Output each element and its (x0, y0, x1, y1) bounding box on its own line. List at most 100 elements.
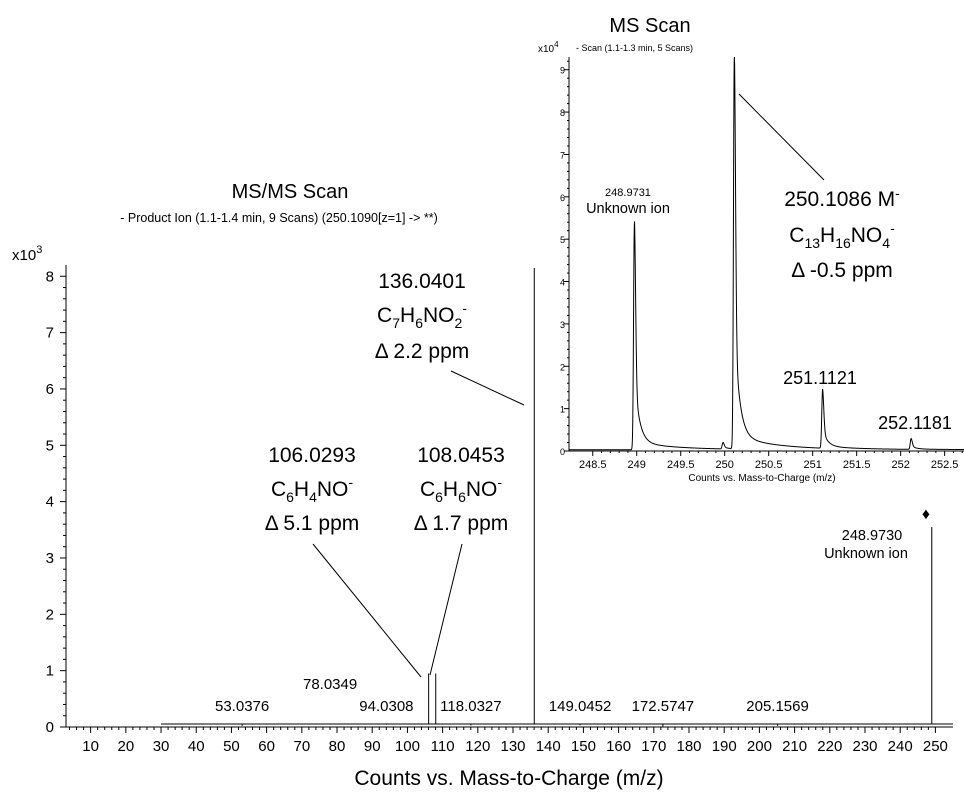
msms-x-tick-label: 120 (465, 738, 490, 755)
annotation-248-note: Unknown ion (824, 546, 908, 562)
inset-x-tick-label: 248.5 (579, 459, 607, 471)
inset-y-tick-label: 7 (560, 150, 565, 160)
msms-y-multiplier: x103 (12, 244, 42, 264)
msms-peak-label: 172.5747 (632, 698, 695, 715)
annotation-108: 108.0453 C6H6NO- Δ 1.7 ppm (414, 444, 509, 676)
inset-x-tick-label: 252 (891, 459, 909, 471)
msms-x-tick-label: 110 (431, 738, 455, 755)
msms-x-tick-label: 240 (888, 738, 913, 755)
msms-x-tick-label: 200 (747, 738, 772, 755)
inset-y-tick-label: 3 (560, 320, 565, 330)
msms-y-tick-label: 8 (46, 268, 54, 285)
msms-x-tick-label: 220 (817, 738, 842, 755)
msms-y-tick-label: 4 (46, 494, 54, 511)
inset-y-tick-label: 8 (560, 108, 565, 118)
msms-x-tick-label: 60 (258, 738, 275, 755)
msms-peak-label: 78.0349 (303, 676, 357, 693)
ms-inset-chart: MS Scan x104 - Scan (1.1-1.3 min, 5 Scan… (536, 5, 964, 484)
msms-peak-label: 53.0376 (215, 698, 269, 715)
annotation-106-formula: C6H4NO- (271, 474, 353, 505)
msms-title: MS/MS Scan (232, 181, 349, 203)
msms-x-tick-label: 190 (712, 738, 737, 755)
inset-x-axis-label: Counts vs. Mass-to-Charge (m/z) (688, 473, 835, 484)
inset-y-tick-label: 4 (560, 278, 565, 288)
annotation-248: ♦ 248.9730 Unknown ion (824, 506, 930, 562)
inset-x-tick-label: 249.5 (667, 459, 695, 471)
msms-x-tick-label: 90 (364, 738, 381, 755)
inset-x-tick-label: 249 (628, 459, 646, 471)
msms-x-tick-label: 80 (329, 738, 346, 755)
annotation-108-leader (429, 543, 463, 676)
annotation-136: 136.0401 C7H6NO2- Δ 2.2 ppm (375, 270, 525, 406)
inset-y-tick-label: 9 (560, 66, 565, 76)
msms-peaks (241, 267, 933, 727)
annotation-108-mz: 108.0453 (417, 444, 505, 467)
msms-x-tick-label: 210 (782, 738, 807, 755)
inset-spectrum-trace (569, 56, 964, 451)
inset-y-multiplier: x104 (538, 40, 559, 55)
annotation-136-delta: Δ 2.2 ppm (375, 340, 470, 363)
annotation-108-delta: Δ 1.7 ppm (414, 512, 509, 535)
inset-annotation-250-delta: Δ -0.5 ppm (791, 259, 893, 282)
annotation-106-mz: 106.0293 (268, 444, 356, 467)
msms-peak-label: 149.0452 (549, 698, 612, 715)
msms-x-tick-label: 10 (82, 738, 99, 755)
inset-annotation-251-mz: 251.1121 (783, 368, 857, 388)
msms-y-tick-label: 6 (46, 381, 54, 398)
inset-y-tick-label: 2 (560, 362, 565, 372)
inset-y-tick-label: 0 (560, 447, 565, 457)
msms-x-tick-label: 160 (606, 738, 631, 755)
msms-y-ticks: 0 1 2 3 4 5 6 7 8 (46, 268, 66, 736)
msms-peak-label: 205.1569 (746, 698, 809, 715)
msms-subtitle: - Product Ion (1.1-1.4 min, 9 Scans) (25… (120, 211, 438, 225)
msms-x-ticks: 10 20 30 40 50 60 70 80 90 100 110 120 130 140 150 160 1… (69, 727, 948, 755)
msms-x-tick-label: 30 (153, 738, 170, 755)
inset-y-tick-label: 6 (560, 193, 565, 203)
inset-x-tick-label: 251.5 (843, 459, 871, 471)
inset-y-tick-label: 5 (560, 235, 565, 245)
annotation-136-formula: C7H6NO2- (377, 300, 467, 331)
inset-annotation-250-formula: C13H16NO4- (789, 220, 895, 251)
msms-y-tick-label: 5 (46, 437, 54, 454)
msms-chart: MS/MS Scan - Product Ion (1.1-1.4 min, 9… (12, 181, 953, 790)
annotation-108-formula: C6H6NO- (420, 474, 502, 505)
inset-x-tick-label: 252.5 (931, 459, 959, 471)
annotation-106-delta: Δ 5.1 ppm (265, 512, 360, 535)
annotation-136-mz: 136.0401 (378, 270, 466, 293)
msms-peak-label: 118.0327 (440, 698, 501, 715)
msms-x-tick-label: 50 (223, 738, 240, 755)
msms-x-axis-label: Counts vs. Mass-to-Charge (m/z) (354, 767, 663, 790)
msms-y-tick-label: 1 (46, 663, 54, 680)
annotation-136-leader (450, 370, 525, 406)
msms-x-tick-label: 140 (536, 738, 561, 755)
annotation-248-mz: 248.9730 (842, 528, 902, 544)
msms-y-tick-label: 7 (46, 325, 54, 342)
msms-x-tick-label: 150 (571, 738, 596, 755)
msms-peak-label: 94.0308 (359, 698, 413, 715)
msms-x-tick-label: 180 (676, 738, 701, 755)
inset-x-tick-label: 251 (804, 459, 822, 471)
annotation-248-marker: ♦ (922, 506, 930, 523)
msms-x-tick-label: 170 (641, 738, 666, 755)
inset-x-tick-label: 250 (716, 459, 734, 471)
msms-x-tick-label: 20 (117, 738, 134, 755)
msms-y-tick-label: 2 (46, 606, 54, 623)
inset-annotation-252-mz: 252.1181 (878, 413, 952, 433)
annotation-106: 106.0293 C6H4NO- Δ 5.1 ppm (265, 444, 422, 678)
msms-y-tick-label: 3 (46, 550, 54, 567)
inset-y-tick-label: 1 (560, 405, 565, 415)
msms-x-tick-label: 230 (852, 738, 877, 755)
inset-subtitle: - Scan (1.1-1.3 min, 5 Scans) (576, 43, 693, 53)
inset-title: MS Scan (609, 15, 690, 37)
msms-x-tick-label: 100 (395, 738, 420, 755)
inset-y-ticks: 0 1 2 3 4 5 6 7 8 9 (560, 60, 569, 457)
msms-y-tick-label: 0 (46, 719, 54, 736)
inset-annotation-250-mz: 250.1086 M- (784, 185, 900, 211)
msms-x-tick-label: 70 (293, 738, 310, 755)
inset-annotation-248-mz: 248.9731 (605, 187, 651, 199)
msms-x-tick-label: 40 (188, 738, 205, 755)
inset-x-ticks: 248.5 249 249.5 250 250.5 251 251.5 252 252.5 (579, 451, 963, 471)
inset-annotation-248-note: Unknown ion (586, 201, 670, 217)
